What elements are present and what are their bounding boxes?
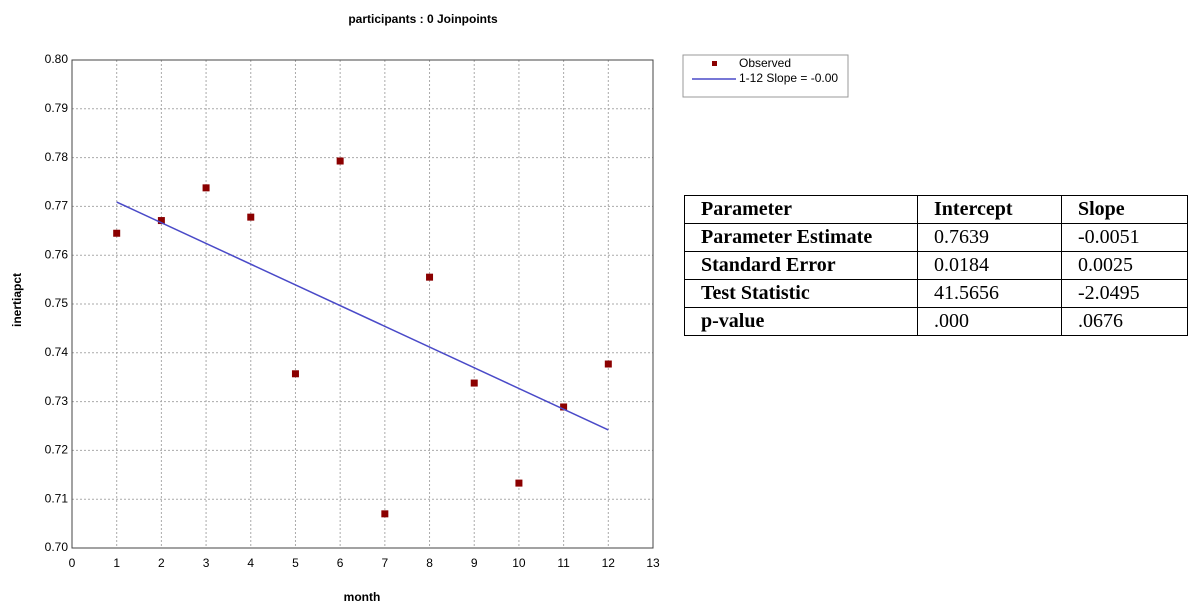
table-cell: Parameter	[684, 195, 918, 224]
table-cell: Standard Error	[684, 251, 918, 280]
y-tick-label: 0.74	[45, 345, 69, 359]
y-tick-label: 0.77	[45, 199, 69, 213]
table-row: Parameter Estimate 0.7639 -0.0051	[684, 223, 1188, 252]
y-tick-label: 0.80	[45, 52, 69, 66]
table-row: p-value .000.0676	[684, 307, 1188, 336]
x-tick-label: 0	[69, 556, 76, 570]
marker	[470, 379, 478, 387]
marker	[515, 479, 523, 487]
y-tick-label: 0.72	[45, 443, 69, 457]
y-tick-label: 0.75	[45, 296, 69, 310]
x-tick-label: 6	[337, 556, 344, 570]
table-cell: Intercept	[917, 195, 1062, 224]
marker	[426, 273, 434, 281]
x-tick-label: 9	[471, 556, 478, 570]
x-tick-label: 10	[512, 556, 526, 570]
marker	[336, 157, 344, 165]
marker	[604, 360, 612, 368]
table-cell: Parameter Estimate	[684, 223, 918, 252]
chart-title: participants : 0 Joinpoints	[348, 12, 498, 26]
x-tick-label: 11	[557, 556, 570, 570]
table-cell: 0.0025	[1061, 251, 1188, 280]
marker	[381, 510, 389, 518]
table-cell: -0.0051	[1061, 223, 1188, 252]
table-cell: 41.5656	[917, 279, 1062, 308]
trend-line	[116, 201, 609, 431]
table-cell: -2.0495	[1061, 279, 1188, 308]
x-tick-label: 3	[203, 556, 210, 570]
table-row: Parameter Intercept Slope	[684, 195, 1188, 224]
table-cell: .0676	[1061, 307, 1188, 336]
parameter-table: Parameter Intercept Slope Parameter Estimat…	[684, 195, 1188, 336]
marker	[247, 213, 255, 221]
x-tick-label: 7	[382, 556, 389, 570]
y-tick-label: 0.78	[45, 150, 69, 164]
x-tick-label: 4	[247, 556, 254, 570]
marker	[560, 403, 568, 411]
table-cell: 0.7639	[917, 223, 1062, 252]
y-tick-label: 0.73	[45, 394, 69, 408]
table-cell: 0.0184	[917, 251, 1062, 280]
y-tick-label: 0.71	[45, 491, 69, 505]
table-row: Standard Error 0.0184 0.0025	[684, 251, 1188, 280]
marker	[291, 370, 299, 378]
legend-label: Observed	[739, 56, 791, 70]
table-cell: p-value	[684, 307, 918, 336]
chart: participants : 0 Joinpoints month inerti…	[10, 12, 660, 604]
table-cell: .000	[917, 307, 1062, 336]
y-axis-label: inertiapct	[10, 273, 24, 327]
marker	[202, 184, 210, 192]
y-tick-label: 0.79	[45, 101, 69, 115]
x-tick-label: 8	[426, 556, 433, 570]
y-tick-label: 0.76	[45, 247, 69, 261]
table-cell: Slope	[1061, 195, 1188, 224]
marker	[157, 217, 165, 225]
legend-box	[682, 54, 849, 98]
marker	[113, 229, 121, 237]
x-tick-label: 13	[646, 556, 660, 570]
table-cell: Test Statistic	[684, 279, 918, 308]
table-row: Test Statistic 41.5656 -2.0495	[684, 279, 1188, 308]
x-tick-label: 2	[158, 556, 165, 570]
x-tick-label: 12	[602, 556, 616, 570]
y-tick-label: 0.70	[45, 540, 69, 554]
x-tick-label: 5	[292, 556, 299, 570]
x-tick-label: 1	[113, 556, 120, 570]
legend-label: 1-12 Slope = -0.00	[739, 71, 838, 85]
legend-marker	[712, 61, 717, 66]
x-axis-label: month	[344, 590, 381, 604]
plot-frame	[71, 59, 654, 549]
